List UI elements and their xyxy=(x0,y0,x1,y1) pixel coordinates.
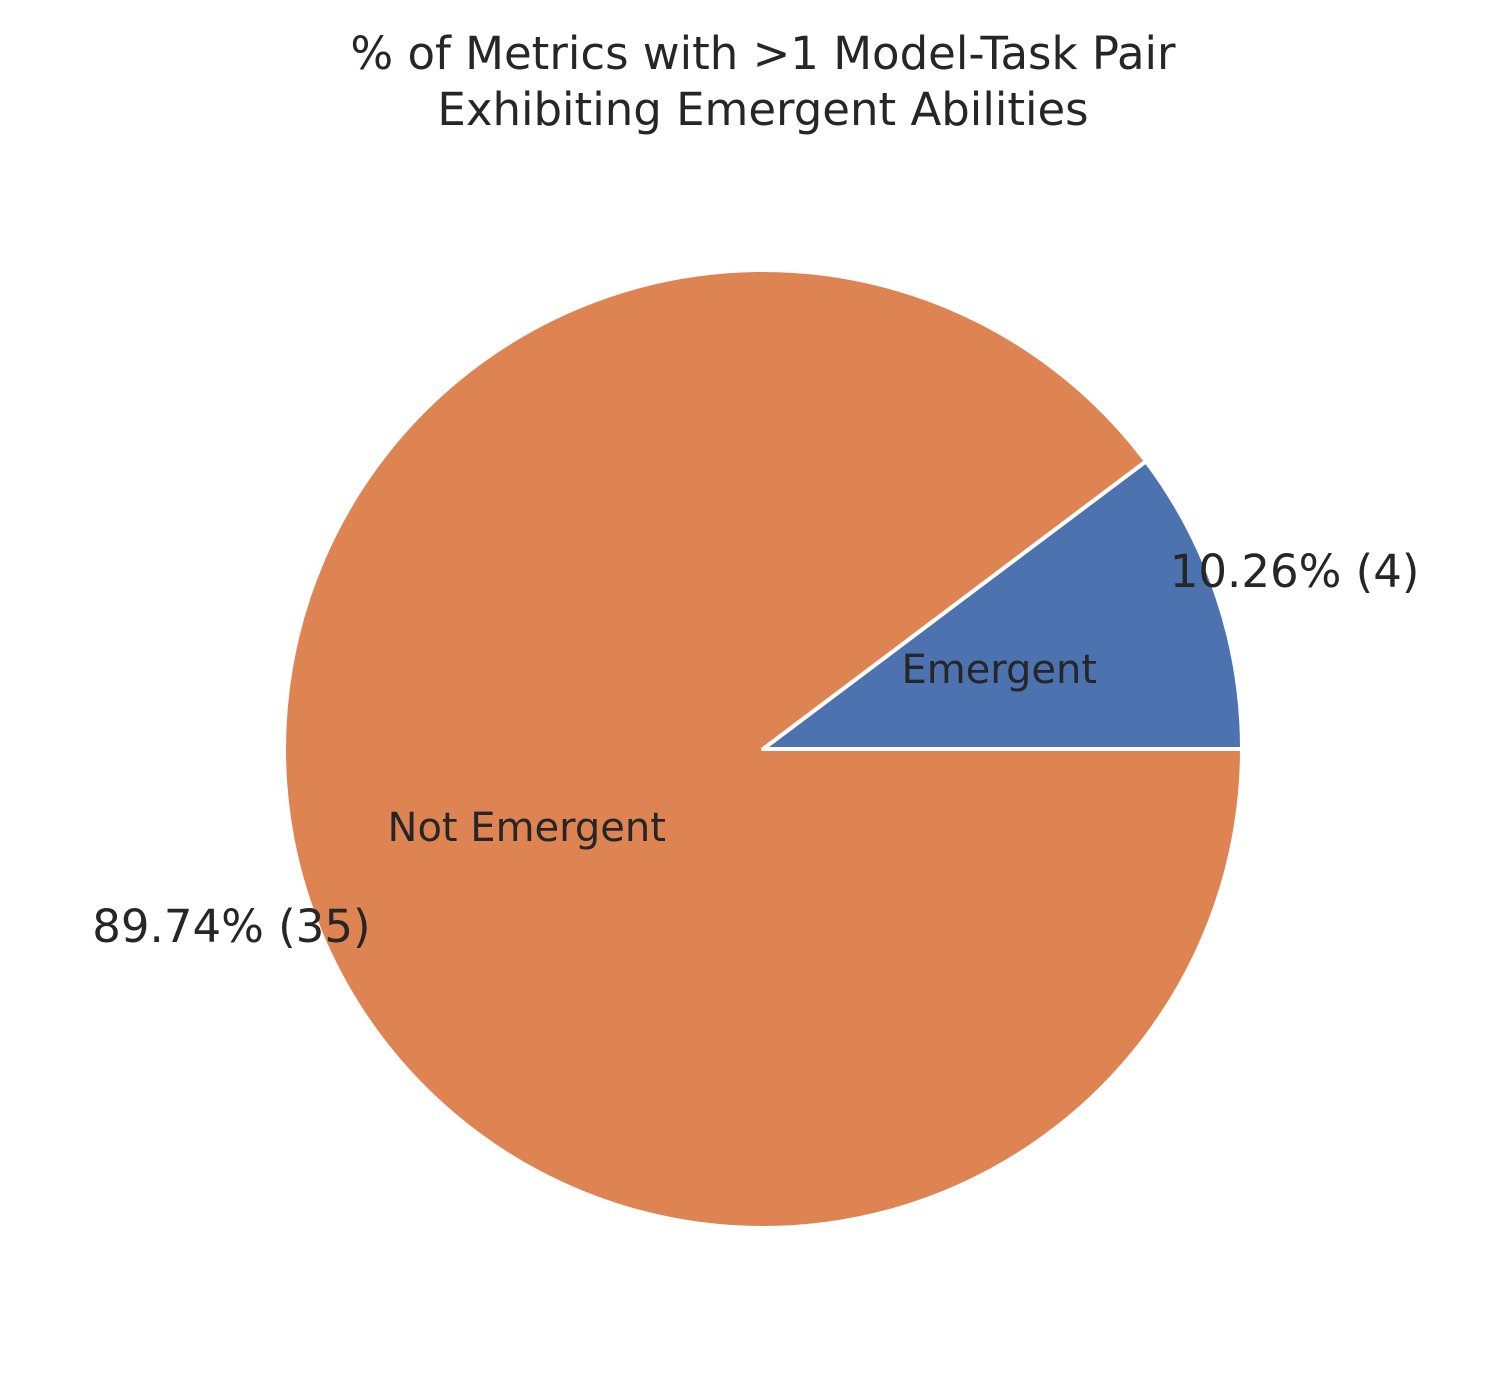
pie-percent-not-emergent: 89.74% (35) xyxy=(92,900,370,953)
chart-title-line-1: % of Metrics with >1 Model-Task Pair xyxy=(350,27,1176,80)
pie-slice-emergent xyxy=(761,459,1244,751)
pie-slice-not-emergent xyxy=(282,268,1244,1230)
pie-slices xyxy=(282,268,1244,1230)
pie-label-not-emergent: Not Emergent xyxy=(388,805,666,851)
pie-labels: Emergent 10.26% (4) Not Emergent 89.74% (35… xyxy=(92,545,1419,953)
chart-title: % of Metrics with >1 Model-Task Pair Exh… xyxy=(0,26,1509,138)
pie-label-emergent: Emergent xyxy=(901,647,1097,693)
chart-title-line-2: Exhibiting Emergent Abilities xyxy=(437,83,1089,136)
pie-percent-emergent: 10.26% (4) xyxy=(1170,545,1420,598)
